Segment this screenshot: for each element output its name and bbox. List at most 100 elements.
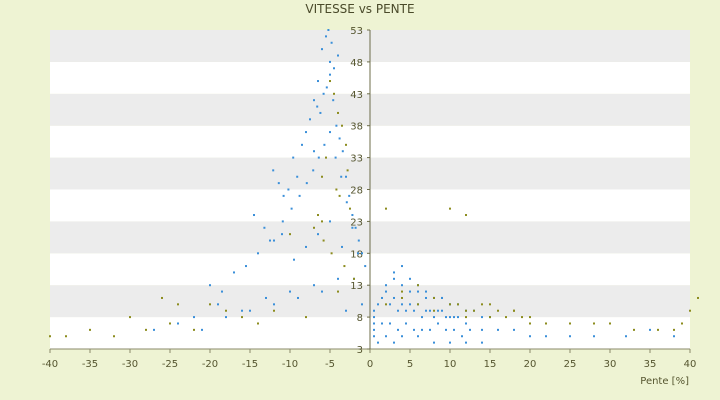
data-point: [449, 341, 451, 344]
data-point: [65, 335, 67, 338]
data-point: [333, 67, 335, 70]
data-point: [322, 92, 325, 95]
data-point: [317, 214, 319, 217]
data-point: [335, 124, 338, 127]
data-point: [313, 226, 315, 229]
data-point: [345, 143, 347, 146]
data-point: [569, 335, 571, 338]
data-point: [296, 175, 299, 178]
y-tick-label: 3: [357, 345, 363, 356]
data-point: [425, 296, 427, 299]
y-tick-label: 18: [350, 249, 363, 260]
data-point: [357, 252, 359, 255]
data-point: [309, 118, 311, 121]
axes: [49, 29, 691, 353]
data-point: [465, 341, 467, 344]
data-point: [449, 316, 451, 319]
data-point: [329, 220, 331, 223]
data-point: [681, 322, 683, 325]
data-point: [373, 309, 375, 312]
data-point: [177, 322, 179, 325]
data-point: [465, 309, 467, 312]
data-point: [689, 309, 691, 312]
data-point: [529, 322, 531, 325]
data-point: [249, 309, 251, 312]
data-points: [49, 29, 699, 344]
data-point: [337, 111, 339, 114]
data-point: [413, 328, 415, 331]
y-tick-label: 48: [350, 58, 363, 69]
data-point: [354, 226, 357, 229]
data-point: [409, 277, 411, 280]
data-point: [145, 328, 147, 331]
data-point: [345, 175, 347, 178]
data-point: [346, 169, 349, 172]
x-tick-label: 15: [484, 359, 497, 370]
x-tick-label: -20: [202, 359, 218, 370]
data-point: [297, 296, 299, 299]
data-point: [329, 80, 331, 83]
data-point: [316, 105, 319, 108]
data-point: [609, 322, 611, 325]
x-tick-label: 40: [684, 359, 697, 370]
data-point: [221, 290, 223, 293]
data-point: [209, 303, 211, 306]
data-point: [445, 316, 447, 319]
x-tick-label: -15: [242, 359, 258, 370]
data-point: [257, 252, 259, 255]
data-point: [327, 29, 330, 31]
data-point: [341, 150, 344, 153]
data-point: [193, 316, 195, 319]
data-point: [129, 316, 131, 319]
data-point: [397, 328, 399, 331]
data-point: [349, 207, 351, 210]
data-point: [317, 80, 319, 83]
data-point: [345, 201, 348, 204]
y-tick-label: 28: [350, 186, 363, 197]
data-point: [329, 131, 331, 134]
data-point: [273, 309, 275, 312]
data-point: [340, 175, 343, 178]
data-point: [269, 239, 271, 242]
data-point: [272, 169, 275, 172]
data-point: [325, 86, 328, 89]
data-point: [217, 303, 219, 306]
x-axis-title: Pente [%]: [640, 376, 689, 387]
data-point: [298, 194, 301, 197]
data-point: [425, 290, 427, 293]
data-point: [313, 284, 315, 287]
data-point: [513, 328, 515, 331]
data-point: [337, 290, 339, 293]
x-tick-label: 30: [604, 359, 617, 370]
data-point: [329, 60, 331, 63]
data-point: [489, 316, 491, 319]
data-point: [373, 322, 375, 325]
data-point: [545, 322, 547, 325]
data-point: [401, 335, 403, 338]
data-point: [337, 277, 339, 280]
data-point: [469, 328, 471, 331]
data-point: [437, 309, 439, 312]
data-point: [513, 309, 515, 312]
data-point: [153, 328, 155, 331]
data-point: [241, 316, 243, 319]
data-point: [673, 328, 675, 331]
data-point: [449, 207, 451, 210]
data-point: [409, 303, 411, 306]
data-point: [289, 233, 291, 236]
data-point: [473, 309, 475, 312]
x-tick-label: 0: [367, 359, 373, 370]
data-point: [413, 309, 415, 312]
x-tick-label: -25: [162, 359, 178, 370]
data-point: [489, 303, 491, 306]
data-point: [401, 303, 403, 306]
data-point: [405, 322, 407, 325]
data-point: [225, 309, 227, 312]
data-point: [348, 194, 351, 197]
data-point: [433, 309, 435, 312]
data-point: [453, 316, 455, 319]
data-point: [449, 303, 451, 306]
data-point: [343, 265, 346, 268]
data-point: [393, 341, 395, 344]
